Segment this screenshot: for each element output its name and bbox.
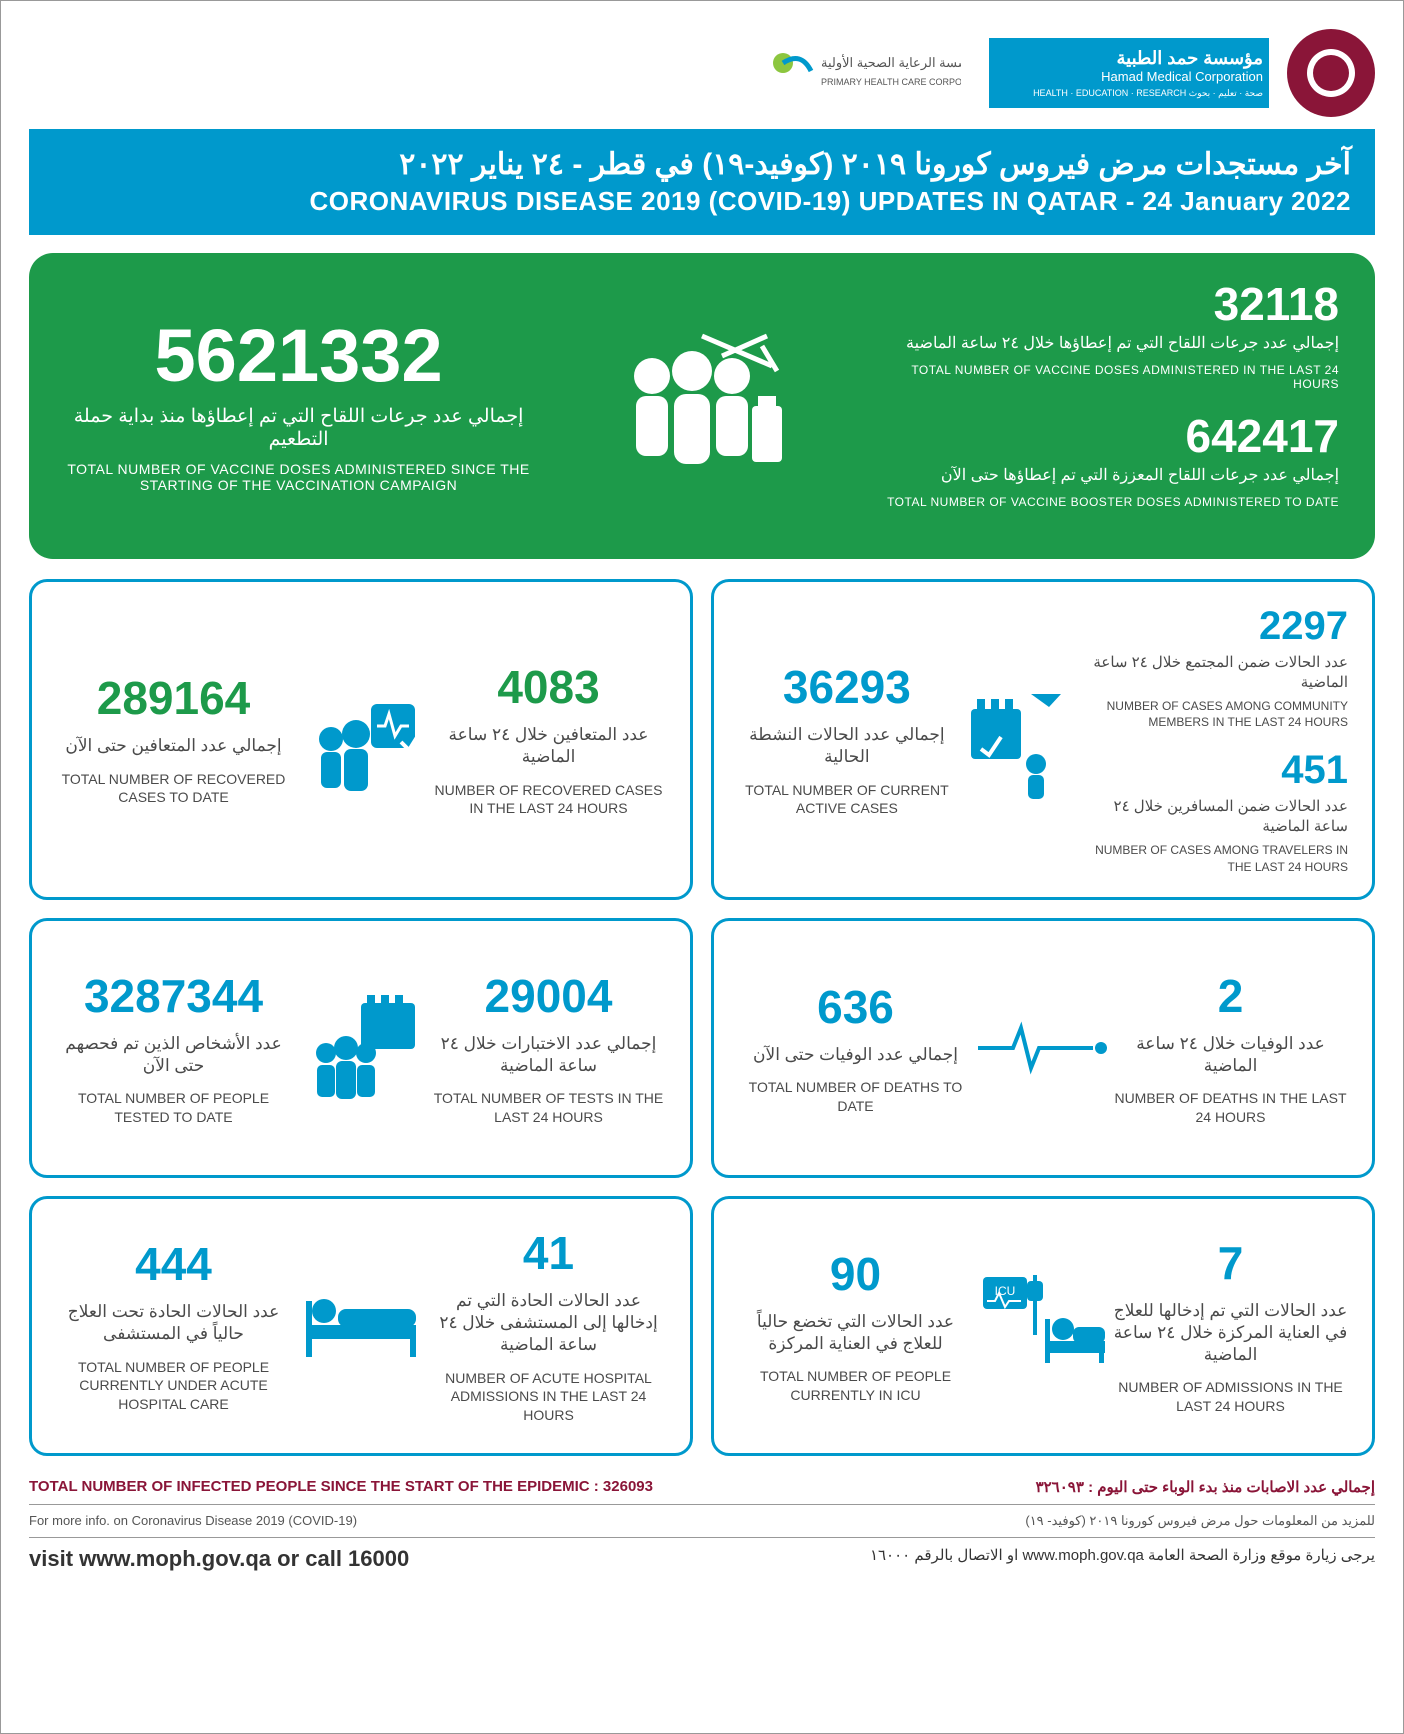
infographic-page: مؤسسة الرعاية الصحية الأولية PRIMARY HEA… [0, 0, 1404, 1734]
recovered-total-value: 289164 [56, 671, 291, 725]
stats-grid: 289164 إجمالي عدد المتعافين حتى الآن TOT… [29, 579, 1375, 1456]
vaccine-24h-value: 32118 [872, 281, 1339, 327]
vaccine-total-value: 5621332 [65, 319, 532, 393]
title-english: CORONAVIRUS DISEASE 2019 (COVID-19) UPDA… [53, 186, 1351, 217]
footer: TOTAL NUMBER OF INFECTED PEOPLE SINCE TH… [29, 1478, 1375, 1572]
tested-card: 3287344 عدد الأشخاص الذين تم فحصهم حتى ا… [29, 918, 693, 1178]
footer-total-ar: إجمالي عدد الاصابات منذ بدء الوباء حتى ا… [1036, 1478, 1375, 1496]
vaccine-right-column: 32118 إجمالي عدد جرعات اللقاح التي تم إع… [872, 281, 1339, 531]
heartbeat-people-icon [291, 684, 431, 794]
footer-info-en: For more info. on Coronavirus Disease 20… [29, 1513, 357, 1529]
title-arabic: آخر مستجدات مرض فيروس كورونا ٢٠١٩ (كوفيد… [53, 147, 1351, 182]
tested-total: 3287344 عدد الأشخاص الذين تم فحصهم حتى ا… [56, 969, 291, 1127]
vaccine-booster-en: TOTAL NUMBER OF VACCINE BOOSTER DOSES AD… [872, 495, 1339, 509]
active-breakdown: 2297 عدد الحالات ضمن المجتمع خلال ٢٤ ساع… [1076, 604, 1348, 875]
vaccine-booster-ar: إجمالي عدد جرعات اللقاح المعززة التي تم … [872, 465, 1339, 485]
active-total: 36293 إجمالي عدد الحالات النشطة الحالية … [738, 660, 956, 818]
deaths-24h-value: 2 [1113, 969, 1348, 1023]
svg-text:مؤسسة الرعاية الصحية الأولية: مؤسسة الرعاية الصحية الأولية [821, 54, 961, 71]
vaccine-24h-block: 32118 إجمالي عدد جرعات اللقاح التي تم إع… [872, 281, 1339, 391]
deaths-24h: 2 عدد الوفيات خلال ٢٤ ساعة الماضية NUMBE… [1113, 969, 1348, 1127]
recovered-card: 289164 إجمالي عدد المتعافين حتى الآن TOT… [29, 579, 693, 900]
travelers-value: 451 [1076, 748, 1348, 793]
icu-total-value: 90 [738, 1247, 973, 1301]
hospital-bed-icon [291, 1281, 431, 1371]
lab-travel-icon [956, 679, 1076, 799]
tested-24h-value: 29004 [431, 969, 666, 1023]
icu-card: 90 عدد الحالات التي تخضع حالياً للعلاج ف… [711, 1196, 1375, 1456]
svg-text:PRIMARY HEALTH CARE CORPORATIO: PRIMARY HEALTH CARE CORPORATION [821, 77, 961, 87]
test-tubes-people-icon [291, 993, 431, 1103]
hamad-name-en: Hamad Medical Corporation [995, 69, 1263, 84]
acute-24h-value: 41 [431, 1226, 666, 1280]
vaccine-24h-en: TOTAL NUMBER OF VACCINE DOSES ADMINISTER… [872, 363, 1339, 391]
vaccine-icon [532, 316, 872, 496]
icu-total: 90 عدد الحالات التي تخضع حالياً للعلاج ف… [738, 1247, 973, 1405]
active-cases-card: 36293 إجمالي عدد الحالات النشطة الحالية … [711, 579, 1375, 900]
community-cases: 2297 عدد الحالات ضمن المجتمع خلال ٢٤ ساع… [1076, 604, 1348, 730]
acute-total-value: 444 [56, 1237, 291, 1291]
footer-visit: visit www.moph.gov.qa or call 16000 يرجى… [29, 1538, 1375, 1572]
hamad-tagline: HEALTH · EDUCATION · RESEARCH صحة · تعلي… [995, 88, 1263, 99]
footer-info-ar: للمزيد من المعلومات حول مرض فيروس كورونا… [1025, 1513, 1375, 1529]
recovered-total: 289164 إجمالي عدد المتعافين حتى الآن TOT… [56, 671, 291, 807]
acute-care-card: 444 عدد الحالات الحادة تحت العلاج حالياً… [29, 1196, 693, 1456]
tested-24h: 29004 إجمالي عدد الاختبارات خلال ٢٤ ساعة… [431, 969, 666, 1127]
footer-totals: TOTAL NUMBER OF INFECTED PEOPLE SINCE TH… [29, 1478, 1375, 1505]
icu-24h-value: 7 [1113, 1236, 1348, 1290]
vaccine-total-block: 5621332 إجمالي عدد جرعات اللقاح التي تم … [65, 319, 532, 493]
deaths-total-value: 636 [738, 980, 973, 1034]
footer-visit-en: visit www.moph.gov.qa or call 16000 [29, 1546, 409, 1572]
vaccine-banner: 5621332 إجمالي عدد جرعات اللقاح التي تم … [29, 253, 1375, 559]
hamad-logo: مؤسسة حمد الطبية Hamad Medical Corporati… [989, 38, 1269, 108]
vaccine-booster-block: 642417 إجمالي عدد جرعات اللقاح المعززة ا… [872, 413, 1339, 509]
title-banner: آخر مستجدات مرض فيروس كورونا ٢٠١٩ (كوفيد… [29, 129, 1375, 235]
footer-visit-ar: يرجى زيارة موقع وزارة الصحة العامة www.m… [870, 1546, 1375, 1572]
vaccine-total-ar: إجمالي عدد جرعات اللقاح التي تم إعطاؤها … [65, 405, 532, 451]
acute-total: 444 عدد الحالات الحادة تحت العلاج حالياً… [56, 1237, 291, 1414]
icu-bed-icon: ICU [973, 1271, 1113, 1381]
active-total-value: 36293 [738, 660, 956, 714]
vaccine-booster-value: 642417 [872, 413, 1339, 459]
moph-logo [1287, 29, 1375, 117]
acute-24h: 41 عدد الحالات الحادة التي تم إدخالها إل… [431, 1226, 666, 1425]
traveler-cases: 451 عدد الحالات ضمن المسافرين خلال ٢٤ سا… [1076, 748, 1348, 874]
pulse-flat-icon [973, 1018, 1113, 1078]
header-logos: مؤسسة الرعاية الصحية الأولية PRIMARY HEA… [29, 29, 1375, 117]
vaccine-total-en: TOTAL NUMBER OF VACCINE DOSES ADMINISTER… [65, 461, 532, 493]
community-value: 2297 [1076, 604, 1348, 649]
tested-total-value: 3287344 [56, 969, 291, 1023]
phcc-logo: مؤسسة الرعاية الصحية الأولية PRIMARY HEA… [751, 38, 971, 108]
icu-24h: 7 عدد الحالات التي تم إدخالها للعلاج في … [1113, 1236, 1348, 1416]
footer-info: For more info. on Coronavirus Disease 20… [29, 1505, 1375, 1538]
recovered-24h: 4083 عدد المتعافين خلال ٢٤ ساعة الماضية … [431, 660, 666, 818]
footer-total-en: TOTAL NUMBER OF INFECTED PEOPLE SINCE TH… [29, 1478, 653, 1496]
vaccine-24h-ar: إجمالي عدد جرعات اللقاح التي تم إعطاؤها … [872, 333, 1339, 353]
hamad-name-ar: مؤسسة حمد الطبية [995, 48, 1263, 69]
recovered-24h-value: 4083 [431, 660, 666, 714]
deaths-card: 636 إجمالي عدد الوفيات حتى الآن TOTAL NU… [711, 918, 1375, 1178]
deaths-total: 636 إجمالي عدد الوفيات حتى الآن TOTAL NU… [738, 980, 973, 1116]
